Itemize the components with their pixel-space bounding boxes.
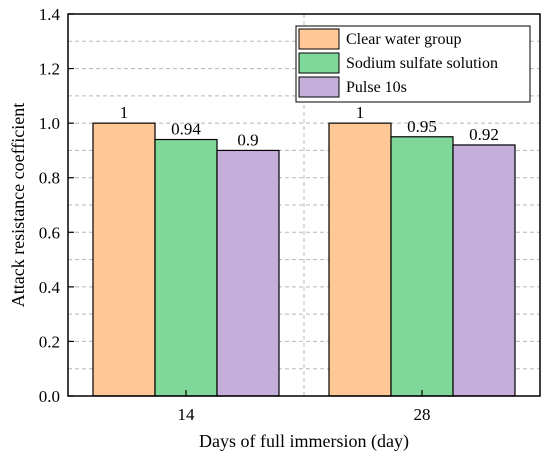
- data-labels: 1 0.94 0.9 1 0.95 0.92: [120, 103, 499, 149]
- bar: [390, 136, 454, 397]
- legend: Clear water group Sodium sulfate solution…: [295, 25, 531, 103]
- y-tick-label: 0.4: [39, 278, 61, 297]
- y-tick-label: 0.6: [39, 223, 60, 242]
- bar: [92, 122, 156, 397]
- legend-swatch: [298, 52, 340, 74]
- plot-frame: [67, 13, 541, 397]
- y-axis-title: Attack resistance coefficient: [8, 103, 28, 308]
- legend-swatch: [298, 28, 340, 50]
- bar-value-label: 1: [356, 103, 365, 122]
- y-tick-label: 0.0: [39, 387, 60, 406]
- bar-value-label: 0.92: [469, 125, 499, 144]
- y-tick-label: 1.4: [39, 5, 61, 24]
- x-tick-label: 28: [414, 405, 431, 424]
- bar-value-label: 0.95: [407, 117, 437, 136]
- legend-swatch: [298, 76, 340, 98]
- y-tick-label: 0.8: [39, 169, 60, 188]
- y-tick-label: 1.2: [39, 60, 60, 79]
- bar-value-label: 0.94: [171, 120, 201, 139]
- axes: 0.0 0.2 0.4 0.6 0.8 1.0 1.2 1.4 14 28: [39, 5, 431, 424]
- y-tick-label: 0.2: [39, 332, 60, 351]
- bar-value-label: 0.9: [237, 130, 258, 149]
- x-axis-title: Days of full immersion (day): [199, 431, 409, 452]
- bar: [154, 138, 218, 397]
- bar: [216, 149, 280, 397]
- bars: [92, 122, 516, 397]
- bar-value-label: 1: [120, 103, 129, 122]
- bar: [452, 144, 516, 397]
- legend-label: Pulse 10s: [346, 79, 407, 96]
- bar: [328, 122, 392, 397]
- x-tick-label: 14: [178, 405, 196, 424]
- y-tick-label: 1.0: [39, 114, 60, 133]
- legend-label: Clear water group: [346, 31, 462, 48]
- legend-label: Sodium sulfate solution: [346, 55, 498, 72]
